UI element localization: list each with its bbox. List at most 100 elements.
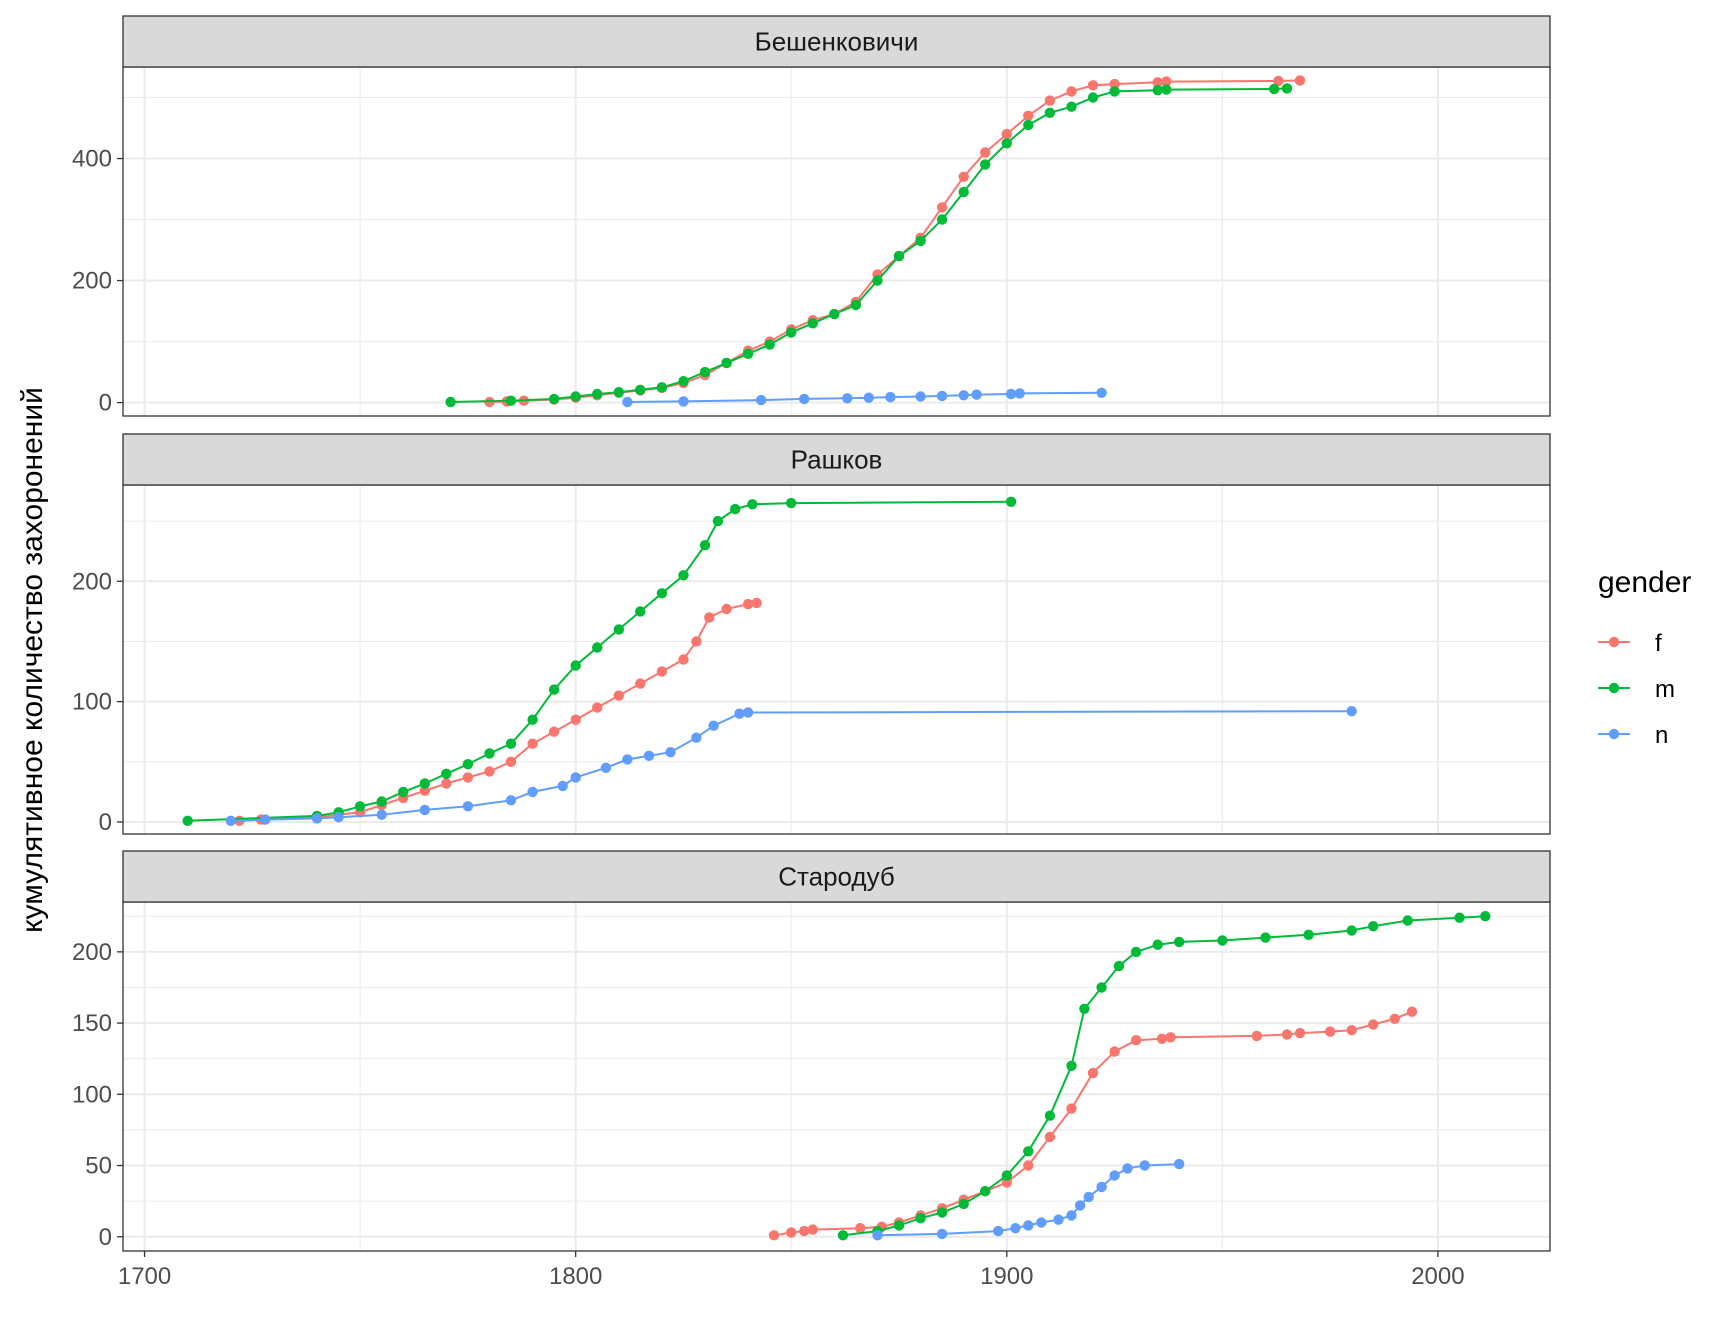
data-point-m xyxy=(936,214,948,225)
data-point-f xyxy=(548,726,560,737)
data-point-m xyxy=(1152,85,1163,96)
data-point-m xyxy=(1087,92,1099,103)
data-point-n xyxy=(755,394,767,406)
data-point-f xyxy=(678,654,689,665)
data-point-f xyxy=(1044,1131,1056,1143)
data-point-m xyxy=(635,606,646,617)
data-point-n xyxy=(557,780,568,792)
data-point-m xyxy=(570,660,581,671)
data-point-m xyxy=(1161,84,1172,95)
data-point-m xyxy=(807,318,818,329)
legend-title: gender xyxy=(1598,566,1691,599)
data-point-n xyxy=(915,391,926,402)
data-point-f xyxy=(1406,1006,1418,1017)
data-point-n xyxy=(872,1230,883,1241)
data-point-n xyxy=(1014,388,1025,399)
y-tick-label: 50 xyxy=(85,1153,112,1180)
data-point-n xyxy=(799,393,810,405)
data-point-f xyxy=(768,1230,780,1241)
data-point-m xyxy=(893,1220,905,1231)
data-point-m xyxy=(721,357,732,369)
data-point-f xyxy=(1066,1103,1077,1114)
data-point-m xyxy=(462,759,474,770)
facet-2: Рашков 0 100 200 xyxy=(72,433,1551,836)
panel-background xyxy=(123,485,1550,834)
data-point-f xyxy=(1165,1032,1176,1043)
data-point-n xyxy=(1083,1191,1094,1203)
data-point-m xyxy=(1130,946,1142,958)
y-tick-label: 100 xyxy=(72,689,112,716)
series-m xyxy=(445,83,1293,408)
data-point-f xyxy=(786,1227,797,1238)
data-point-n xyxy=(691,732,702,743)
data-point-m xyxy=(712,515,724,527)
data-point-m xyxy=(445,396,456,408)
facet-title: Бешенковичи xyxy=(755,27,919,57)
data-point-n xyxy=(622,754,633,765)
data-point-m xyxy=(505,738,517,749)
data-point-f xyxy=(656,666,668,677)
data-point-f xyxy=(613,690,624,701)
x-tick-label: 1900 xyxy=(980,1263,1033,1290)
data-point-m xyxy=(915,1213,926,1224)
data-point-n xyxy=(570,772,581,783)
data-point-m xyxy=(1454,912,1465,923)
data-point-n xyxy=(1109,1170,1120,1181)
y-tick-label: 400 xyxy=(72,146,112,173)
legend-key-point xyxy=(1608,682,1620,694)
data-point-f xyxy=(751,597,762,609)
data-point-m xyxy=(1079,1003,1090,1014)
legend-label: m xyxy=(1655,676,1675,703)
data-point-n xyxy=(1346,706,1357,717)
data-point-n xyxy=(993,1225,1004,1237)
data-point-m xyxy=(570,391,581,402)
data-point-m xyxy=(1281,83,1293,94)
data-point-m xyxy=(419,778,430,789)
legend: gender fmn xyxy=(1598,566,1691,749)
data-point-m xyxy=(1217,935,1228,946)
data-point-m xyxy=(872,275,883,286)
data-point-m xyxy=(1005,496,1017,507)
data-point-n xyxy=(311,813,323,824)
x-axis: 1700 1800 1900 2000 xyxy=(118,1251,1465,1290)
data-point-n xyxy=(1122,1163,1133,1174)
data-point-m xyxy=(730,503,741,515)
data-point-m xyxy=(354,801,366,812)
data-point-n xyxy=(936,390,948,402)
series-line-n xyxy=(627,391,1102,403)
facet-1: Бешенковичи 0 200 400 xyxy=(72,15,1551,417)
data-point-n xyxy=(885,391,896,403)
data-point-f xyxy=(484,766,495,777)
x-tick-label: 1700 xyxy=(118,1263,171,1290)
data-point-m xyxy=(678,376,689,387)
facet-title: Рашков xyxy=(791,445,883,475)
data-point-n xyxy=(678,396,689,407)
legend-key-point xyxy=(1608,728,1620,740)
data-point-m xyxy=(829,308,840,320)
data-point-n xyxy=(419,804,430,816)
data-point-n xyxy=(1005,388,1017,400)
data-point-n xyxy=(842,393,853,404)
x-tick-label: 1800 xyxy=(549,1263,602,1290)
data-point-n xyxy=(1023,1220,1034,1231)
data-point-n xyxy=(1066,1210,1077,1221)
data-point-n xyxy=(863,392,874,403)
data-point-n xyxy=(734,708,745,719)
data-point-m xyxy=(742,348,754,359)
data-point-n xyxy=(708,720,719,731)
data-point-f xyxy=(1389,1013,1401,1024)
data-point-f xyxy=(1023,1160,1034,1171)
data-point-f xyxy=(807,1224,818,1235)
data-point-m xyxy=(1023,119,1034,131)
series-line-f xyxy=(773,1010,1413,1237)
legend-label: f xyxy=(1655,630,1662,657)
data-point-f xyxy=(1273,75,1284,87)
data-point-f xyxy=(1001,128,1012,140)
data-point-m xyxy=(1174,936,1185,948)
data-point-f xyxy=(441,778,452,789)
data-point-m xyxy=(548,393,560,405)
data-point-f xyxy=(527,738,538,749)
data-point-f xyxy=(1066,86,1077,97)
data-point-m xyxy=(850,299,862,311)
y-tick-label: 150 xyxy=(72,1010,112,1037)
